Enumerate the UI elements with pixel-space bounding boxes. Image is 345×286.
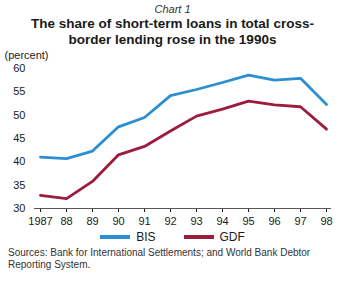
svg-text:45: 45: [13, 132, 25, 144]
svg-text:35: 35: [13, 179, 25, 191]
svg-text:98: 98: [320, 215, 332, 227]
svg-text:90: 90: [112, 215, 124, 227]
svg-text:91: 91: [138, 215, 150, 227]
svg-text:92: 92: [164, 215, 176, 227]
svg-text:55: 55: [13, 85, 25, 97]
svg-text:(percent): (percent): [5, 49, 49, 61]
svg-text:93: 93: [190, 215, 202, 227]
svg-text:97: 97: [294, 215, 306, 227]
svg-text:94: 94: [216, 215, 228, 227]
svg-text:60: 60: [13, 62, 25, 74]
svg-text:30: 30: [13, 202, 25, 214]
svg-text:50: 50: [13, 109, 25, 121]
html-text:The share of short-term loans: The share of short-term loans in total c…: [31, 16, 314, 47]
html-text:BIS: BIS: [136, 230, 156, 244]
html-text:Sources: Bank for Internationa: Sources: Bank for International Settleme…: [8, 247, 311, 270]
html-text:GDF: GDF: [219, 230, 245, 244]
svg-text:96: 96: [268, 215, 280, 227]
svg-text:1987: 1987: [28, 215, 52, 227]
svg-text:89: 89: [86, 215, 98, 227]
svg-text:88: 88: [60, 215, 72, 227]
svg-text:95: 95: [242, 215, 254, 227]
svg-text:40: 40: [13, 155, 25, 167]
html-text:Chart 1: Chart 1: [154, 3, 191, 15]
